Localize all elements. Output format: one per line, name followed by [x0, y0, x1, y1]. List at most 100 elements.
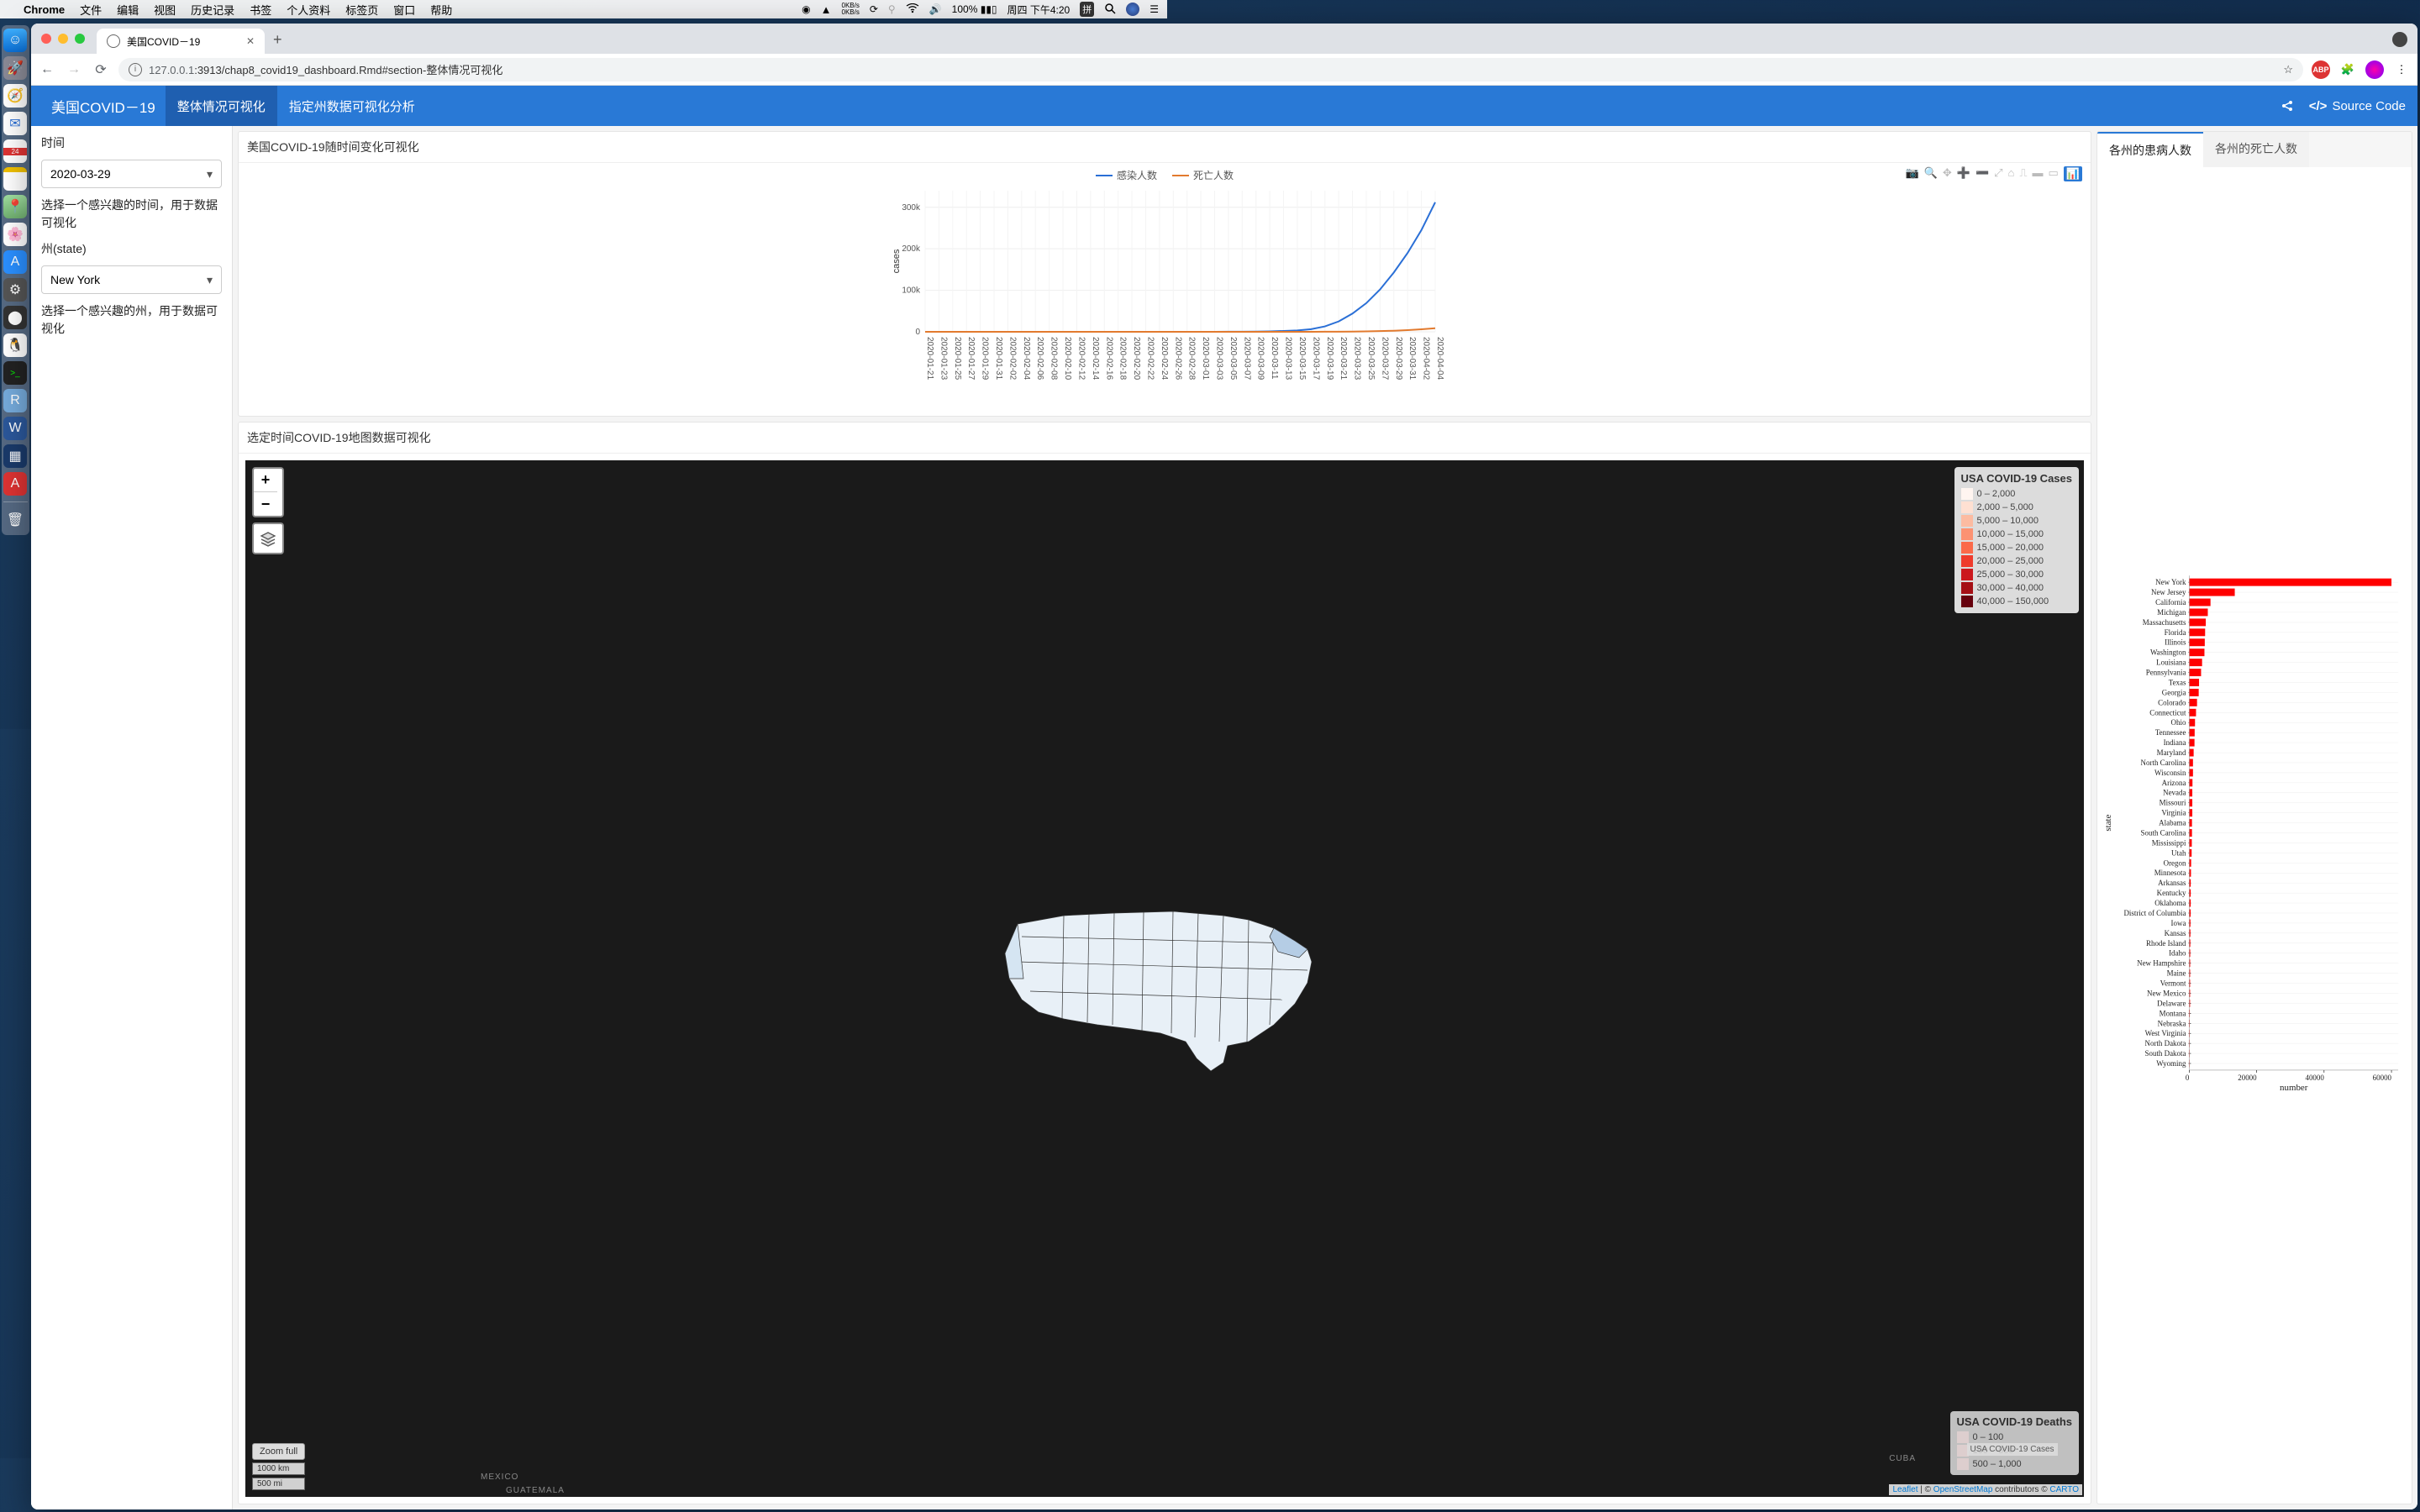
dock-word[interactable]: W [3, 417, 27, 440]
spotlight-icon[interactable] [1104, 3, 1116, 17]
svg-text:2020-03-15: 2020-03-15 [1297, 337, 1307, 381]
source-code-button[interactable]: </> Source Code [2309, 99, 2406, 113]
menu-profiles[interactable]: 个人资料 [287, 2, 330, 18]
linechart[interactable]: 0100k200k300k2020-01-212020-01-232020-01… [247, 186, 2082, 396]
dock-calendar[interactable]: 24 [3, 139, 27, 163]
dock-finder[interactable]: ☺ [3, 29, 27, 52]
tool-zoomout-icon[interactable]: ➖ [1975, 166, 1989, 181]
svg-text:Michigan: Michigan [2157, 608, 2186, 617]
osm-link[interactable]: OpenStreetMap [1933, 1485, 1993, 1494]
bluetooth-icon[interactable]: ⚲ [888, 3, 896, 15]
svg-text:Idaho: Idaho [2169, 949, 2186, 958]
map-zoom-in-button[interactable]: + [254, 469, 277, 492]
dock-safari[interactable]: 🧭 [3, 84, 27, 108]
carto-link[interactable]: CARTO [2049, 1485, 2079, 1494]
chrome-profile-icon[interactable] [2392, 32, 2407, 47]
menu-history[interactable]: 历史记录 [191, 2, 234, 18]
dock-acrobat[interactable]: A [3, 472, 27, 496]
dock-app1[interactable]: ⬤ [3, 306, 27, 329]
barchart-tab-cases[interactable]: 各州的患病人数 [2097, 132, 2203, 167]
dashboard-tab-state[interactable]: 指定州数据可视化分析 [277, 86, 427, 126]
dock-app2[interactable]: ▦ [3, 444, 27, 468]
menu-bookmarks[interactable]: 书签 [250, 2, 271, 18]
siri-icon[interactable] [1126, 3, 1139, 16]
menu-help[interactable]: 帮助 [430, 2, 452, 18]
tool-autoscale-icon[interactable]: ⤢ [1994, 166, 2002, 181]
dock-qq[interactable]: 🐧 [3, 333, 27, 357]
bookmark-star-icon[interactable]: ☆ [2283, 63, 2293, 76]
tool-compare-icon[interactable]: ▭ [2049, 166, 2059, 181]
menu-edit[interactable]: 编辑 [117, 2, 139, 18]
map-layers-button[interactable] [252, 522, 284, 554]
extensions-icon[interactable]: 🧩 [2338, 60, 2357, 79]
chrome-menu-icon[interactable]: ⋮ [2392, 60, 2411, 79]
legend-cases[interactable]: 感染人数 [1096, 168, 1157, 182]
time-select-value: 2020-03-29 [50, 167, 111, 181]
forward-button[interactable]: → [65, 60, 83, 79]
volume-icon[interactable]: 🔊 [929, 3, 942, 15]
menu-tabs[interactable]: 标签页 [345, 2, 378, 18]
barchart-tab-deaths[interactable]: 各州的死亡人数 [2203, 132, 2309, 167]
tool-home-icon[interactable]: ⌂ [2008, 166, 2015, 181]
status-cat-icon[interactable]: ▲ [821, 3, 832, 16]
menu-window[interactable]: 窗口 [393, 2, 415, 18]
browser-tab[interactable]: 美国COVID－19 ✕ [97, 29, 265, 54]
leaflet-link[interactable]: Leaflet [1892, 1485, 1918, 1494]
state-select[interactable]: New York ▾ [41, 265, 222, 294]
share-button[interactable] [2281, 99, 2294, 113]
clock[interactable]: 周四 下午4:20 [1007, 3, 1071, 17]
dock-photos[interactable]: 🌸 [3, 223, 27, 246]
status-dot-icon[interactable]: ◉ [802, 3, 810, 15]
time-select[interactable]: 2020-03-29 ▾ [41, 160, 222, 188]
dock-mail[interactable]: ✉ [3, 112, 27, 135]
tool-zoomin-icon[interactable]: ➕ [1957, 166, 1970, 181]
back-button[interactable]: ← [38, 60, 56, 79]
tool-zoom-icon[interactable]: 🔍 [1924, 166, 1938, 181]
ime-indicator[interactable]: 拼 [1080, 2, 1094, 17]
dock-maps[interactable]: 📍 [3, 195, 27, 218]
new-tab-button[interactable]: + [273, 31, 282, 49]
dock-appstore[interactable]: A [3, 250, 27, 274]
menu-file[interactable]: 文件 [80, 2, 102, 18]
profile-avatar-icon[interactable] [2365, 60, 2384, 79]
svg-text:Delaware: Delaware [2157, 999, 2186, 1007]
dock-settings[interactable]: ⚙ [3, 278, 27, 302]
menu-view[interactable]: 视图 [154, 2, 176, 18]
dock-trash[interactable]: 🗑 [3, 508, 27, 532]
adblock-extension-icon[interactable]: ABP [2312, 60, 2330, 79]
map-zoom-out-button[interactable]: − [254, 492, 277, 516]
svg-text:2020-02-02: 2020-02-02 [1007, 337, 1017, 381]
leaflet-map[interactable]: MEXICO CUBA GUATEMALA + − [245, 460, 2084, 1497]
dock-notes[interactable] [3, 167, 27, 191]
caret-down-icon: ▾ [207, 273, 213, 287]
map-panel: 选定时间COVID-19地图数据可视化 [238, 422, 2091, 1504]
battery-status[interactable]: 100% ▮▮▯ [952, 3, 997, 15]
wifi-icon[interactable] [906, 3, 919, 16]
dock-rstudio[interactable]: R [3, 389, 27, 412]
sync-icon[interactable]: ⟳ [870, 3, 878, 15]
reload-button[interactable]: ⟳ [92, 60, 110, 79]
map-label-cuba: CUBA [1889, 1454, 1916, 1463]
maximize-window-button[interactable] [75, 34, 85, 44]
tool-pan-icon[interactable]: ✥ [1943, 166, 1952, 181]
map-zoom-full-button[interactable]: Zoom full [252, 1443, 305, 1460]
notification-center-icon[interactable]: ☰ [1150, 3, 1159, 15]
site-info-icon[interactable]: i [129, 63, 142, 76]
tool-spike-icon[interactable]: ⎍ [2019, 166, 2027, 181]
legend-deaths[interactable]: 死亡人数 [1172, 168, 1234, 182]
us-map-svg [963, 878, 1366, 1088]
close-tab-icon[interactable]: ✕ [246, 35, 255, 47]
dashboard-tab-overview[interactable]: 整体情况可视化 [166, 86, 277, 126]
map-label-guatemala: GUATEMALA [506, 1486, 565, 1495]
map-legend-deaths: USA COVID-19 Deaths 0 – 100100 – 500500 … [1950, 1411, 2080, 1475]
barchart[interactable]: New YorkNew JerseyCaliforniaMichiganMass… [2099, 172, 2408, 1499]
address-bar[interactable]: i 127.0.0.1:3913/chap8_covid19_dashboard… [118, 58, 2303, 81]
minimize-window-button[interactable] [58, 34, 68, 44]
dock-launchpad[interactable]: 🚀 [3, 56, 27, 80]
tool-camera-icon[interactable]: 📷 [1905, 166, 1918, 181]
dock-terminal[interactable]: >_ [3, 361, 27, 385]
close-window-button[interactable] [41, 34, 51, 44]
app-name[interactable]: Chrome [24, 3, 65, 16]
tool-hover-icon[interactable]: ▬ [2033, 166, 2044, 181]
tool-plotly-icon[interactable]: 📊 [2064, 166, 2082, 181]
